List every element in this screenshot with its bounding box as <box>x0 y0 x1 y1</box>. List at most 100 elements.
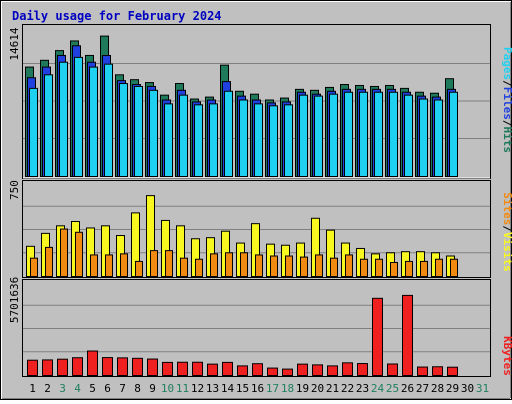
sites-bar <box>240 252 248 277</box>
kbytes-bar <box>162 361 173 376</box>
x-axis-label: 22 <box>341 382 354 395</box>
sites-bar <box>285 255 293 277</box>
pages-bar <box>419 98 428 177</box>
x-axis-label: 12 <box>191 382 204 395</box>
kbytes-bar <box>147 358 158 376</box>
sites-bar <box>420 260 428 278</box>
x-axis-label: 13 <box>206 382 219 395</box>
pages-bar <box>329 93 338 177</box>
kbytes-bar <box>402 294 413 377</box>
x-axis-label: 3 <box>59 382 66 395</box>
x-axis-label: 30 <box>461 382 474 395</box>
sites-bar <box>270 255 278 277</box>
pages-bar <box>389 91 398 177</box>
sites-bar <box>135 260 143 278</box>
x-axis-label: 14 <box>221 382 235 395</box>
x-axis-label: 20 <box>311 382 324 395</box>
sites-bar <box>405 260 413 278</box>
kbytes-bar <box>327 365 338 376</box>
pages-bar <box>194 104 203 177</box>
sites-bar <box>315 254 323 278</box>
visits-max-label: 750 <box>8 180 21 200</box>
legend-slash-1: / <box>501 80 512 87</box>
pages-bar <box>404 94 413 177</box>
sites-bar <box>330 257 338 277</box>
pages-bar <box>284 104 293 177</box>
x-axis-label: 29 <box>446 382 459 395</box>
x-axis-label: 31 <box>476 382 489 395</box>
pages-bar <box>239 99 248 177</box>
kbytes-bar <box>117 357 128 376</box>
sites-bar <box>75 231 83 277</box>
hits-max-label: 14614 <box>8 27 21 60</box>
sites-bar <box>345 254 353 278</box>
pages-bar <box>209 103 218 177</box>
x-axis-label: 4 <box>74 382 81 395</box>
sites-bar <box>120 253 128 277</box>
sites-bar <box>360 258 368 278</box>
pages-bar <box>89 66 98 177</box>
pages-bar <box>314 95 323 177</box>
x-axis-label: 27 <box>416 382 429 395</box>
chart-title: Daily usage for February 2024 <box>12 9 222 23</box>
sites-bar <box>375 258 383 278</box>
kbytes-bar <box>132 357 143 377</box>
kbytes-bar <box>102 357 113 377</box>
kbytes-bar <box>417 366 428 376</box>
kbytes-bar <box>207 363 218 376</box>
sites-bar <box>300 256 308 278</box>
pages-bar <box>344 91 353 177</box>
x-axis-label: 5 <box>89 382 96 395</box>
sites-bar <box>390 261 398 277</box>
x-axis-label: 7 <box>119 382 126 395</box>
legend-slash-3: / <box>501 225 512 232</box>
sites-bar <box>150 250 158 277</box>
kbytes-bar <box>357 363 368 377</box>
legend-kbytes: KBytes <box>501 336 512 376</box>
sites-bar <box>30 257 38 277</box>
pages-bar <box>434 99 443 177</box>
pages-bar <box>134 85 143 177</box>
sites-bar <box>435 258 443 278</box>
pages-bar <box>179 94 188 177</box>
x-axis-label: 8 <box>134 382 141 395</box>
x-axis-label: 28 <box>431 382 444 395</box>
legend-sites: Sites <box>501 192 512 225</box>
pages-bar <box>74 56 83 178</box>
x-axis-label: 18 <box>281 382 294 395</box>
kbytes-bar <box>177 361 188 376</box>
pages-bar <box>59 61 68 177</box>
kbytes-bar <box>387 363 398 376</box>
pages-bar <box>299 94 308 177</box>
sites-bar <box>210 253 218 277</box>
sites-bar <box>165 250 173 277</box>
kbytes-bar <box>222 361 233 376</box>
x-axis-label: 25 <box>386 382 399 395</box>
sites-bar <box>450 258 458 278</box>
x-axis-label: 21 <box>326 382 339 395</box>
svg-text:Pages/Files/Hits: Pages/Files/Hits <box>501 47 512 153</box>
kbytes-bar <box>297 363 308 376</box>
kbytes-bar <box>42 359 53 376</box>
x-axis-label: 11 <box>176 382 189 395</box>
kbytes-bar <box>282 368 293 377</box>
kbytes-bar <box>432 366 443 376</box>
kbytes-bar <box>237 365 248 376</box>
x-axis-label: 6 <box>104 382 111 395</box>
kbytes-bar <box>72 357 83 376</box>
visits-legend: Sites/Visits <box>501 192 512 272</box>
x-axis-label: 10 <box>161 382 174 395</box>
kbytes-bar <box>192 361 203 376</box>
x-axis-label: 2 <box>44 382 51 395</box>
pages-bar <box>149 89 158 177</box>
sites-bar <box>255 254 263 278</box>
kbytes-max-label: 5701636 <box>8 277 21 323</box>
pages-bar <box>29 87 38 177</box>
legend-visits: Visits <box>501 232 512 272</box>
x-axis-label: 23 <box>356 382 369 395</box>
x-axis-label: 16 <box>251 382 264 395</box>
sites-bar <box>90 254 98 278</box>
pages-bar <box>374 91 383 177</box>
legend-hits: Hits <box>501 127 512 154</box>
